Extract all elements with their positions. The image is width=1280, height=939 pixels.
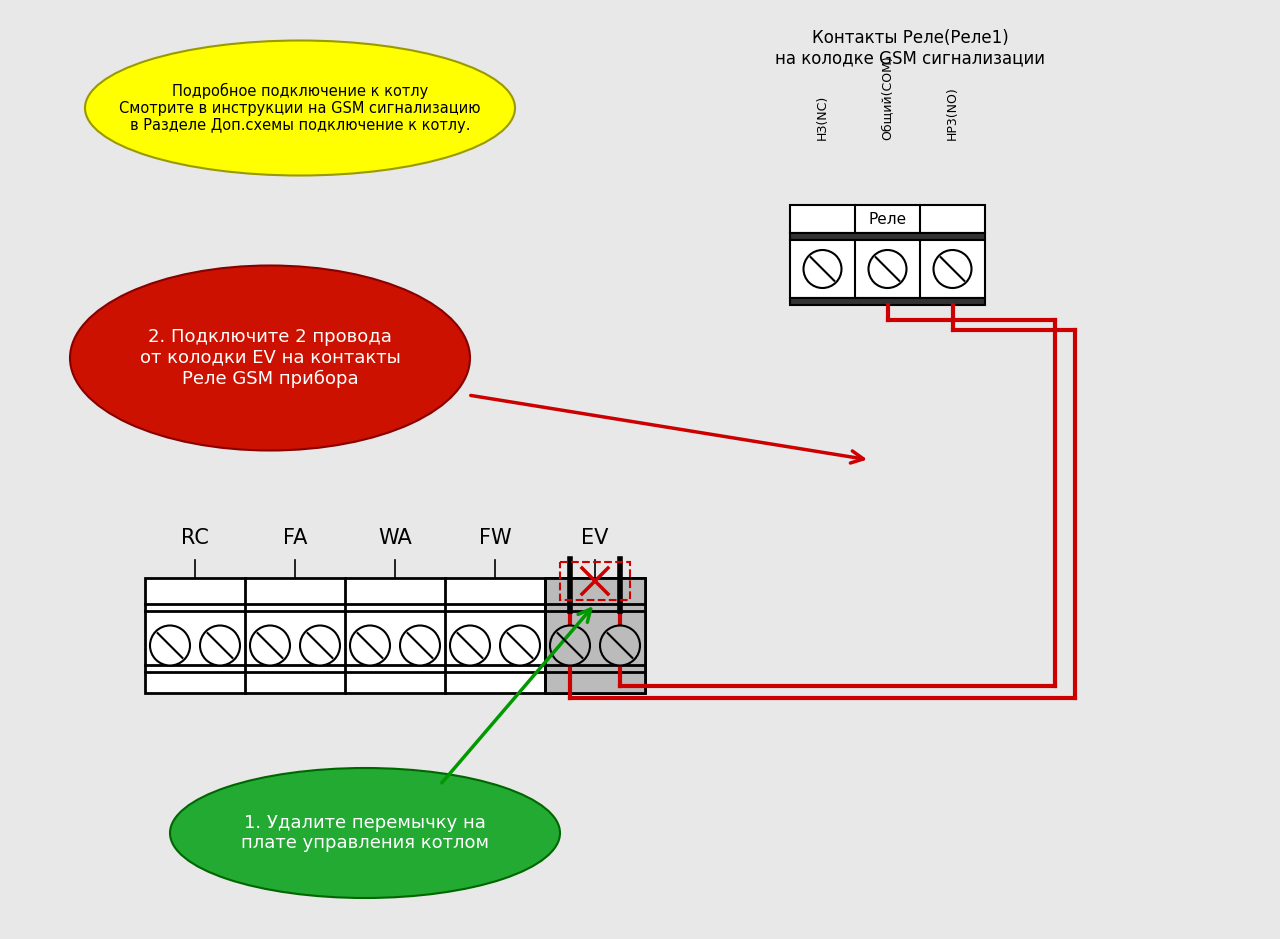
Bar [561, 562, 630, 600]
Circle shape [451, 625, 490, 666]
Circle shape [349, 625, 390, 666]
Bar [790, 233, 986, 240]
Text: Общий(COM): Общий(COM) [881, 55, 893, 140]
Bar [790, 205, 986, 233]
Circle shape [200, 625, 241, 666]
Ellipse shape [70, 266, 470, 451]
Circle shape [300, 625, 340, 666]
Text: EV: EV [581, 528, 609, 548]
Text: Реле: Реле [868, 211, 906, 226]
Circle shape [869, 250, 906, 288]
Circle shape [933, 250, 972, 288]
Text: НЗ(NC): НЗ(NC) [817, 95, 829, 140]
Circle shape [600, 625, 640, 666]
Text: Контакты Реле(Реле1)
на колодке GSM сигнализации: Контакты Реле(Реле1) на колодке GSM сигн… [774, 28, 1044, 68]
Text: 1. Удалите перемычку на
плате управления котлом: 1. Удалите перемычку на плате управления… [241, 813, 489, 853]
Ellipse shape [84, 40, 515, 176]
Circle shape [150, 625, 189, 666]
Text: НР3(NO): НР3(NO) [946, 86, 959, 140]
Circle shape [550, 625, 590, 666]
Text: FA: FA [283, 528, 307, 548]
Text: RC: RC [180, 528, 209, 548]
Circle shape [500, 625, 540, 666]
Text: WA: WA [378, 528, 412, 548]
Bar [145, 578, 645, 693]
Bar [790, 298, 986, 305]
Circle shape [250, 625, 291, 666]
Bar [790, 240, 986, 298]
Ellipse shape [170, 768, 561, 898]
Circle shape [399, 625, 440, 666]
Text: FW: FW [479, 528, 511, 548]
Bar [545, 578, 645, 693]
Text: 2. Подключите 2 провода
от колодки EV на контакты
Реле GSM прибора: 2. Подключите 2 провода от колодки EV на… [140, 328, 401, 388]
Text: Подробное подключение к котлу
Смотрите в инструкции на GSM сигнализацию
в Раздел: Подробное подключение к котлу Смотрите в… [119, 83, 481, 133]
Circle shape [804, 250, 841, 288]
